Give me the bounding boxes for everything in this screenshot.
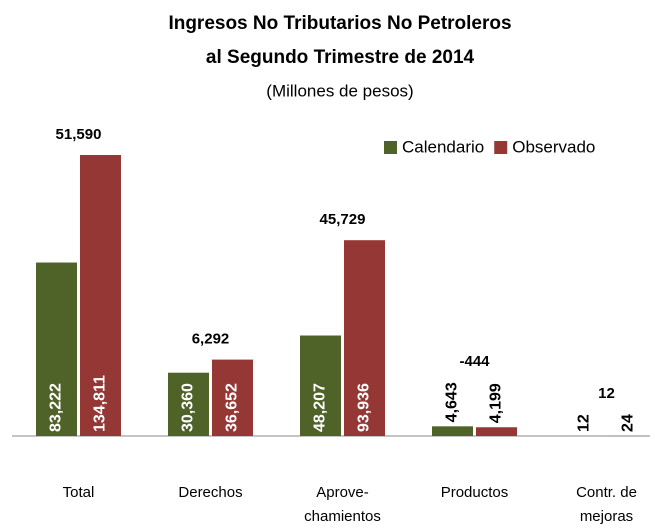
difference-label: 6,292 bbox=[192, 331, 230, 348]
legend-swatch bbox=[384, 141, 397, 154]
x-tick-label: Derechos bbox=[178, 484, 242, 501]
data-label: 134,811 bbox=[92, 375, 109, 432]
data-label: 4,199 bbox=[488, 383, 505, 423]
x-tick-label: mejoras bbox=[580, 508, 633, 525]
data-label: 36,652 bbox=[224, 383, 241, 432]
data-label: 24 bbox=[620, 414, 637, 432]
bar bbox=[432, 426, 473, 436]
chart-subtitle: (Millones de pesos) bbox=[266, 81, 413, 100]
x-tick-label: Productos bbox=[441, 484, 509, 501]
difference-label: 12 bbox=[598, 385, 615, 402]
data-label: 83,222 bbox=[48, 383, 65, 432]
data-label: 30,360 bbox=[180, 383, 197, 432]
bar bbox=[168, 372, 209, 436]
difference-label: -444 bbox=[459, 353, 490, 370]
bar bbox=[344, 240, 385, 436]
bar bbox=[476, 427, 517, 436]
x-tick-label: Contr. de bbox=[576, 484, 637, 501]
bar bbox=[212, 359, 253, 436]
difference-label: 45,729 bbox=[320, 211, 366, 228]
chart-title: Ingresos No Tributarios No Petroleros bbox=[168, 13, 511, 34]
bar bbox=[80, 155, 121, 436]
data-label: 4,643 bbox=[444, 382, 461, 422]
difference-label: 51,590 bbox=[56, 126, 102, 143]
x-tick-label: chamientos bbox=[304, 508, 381, 525]
x-tick-label: Aprove- bbox=[316, 484, 369, 501]
chart-title: al Segundo Trimestre de 2014 bbox=[206, 47, 475, 68]
bar bbox=[300, 335, 341, 436]
legend-label: Observado bbox=[512, 137, 595, 156]
data-label: 93,936 bbox=[356, 383, 373, 432]
x-tick-label: Total bbox=[63, 484, 95, 501]
legend-label: Calendario bbox=[402, 137, 484, 156]
legend-swatch bbox=[494, 141, 508, 154]
bar bbox=[36, 262, 77, 436]
data-label: 48,207 bbox=[312, 383, 329, 432]
data-label: 12 bbox=[576, 414, 593, 432]
